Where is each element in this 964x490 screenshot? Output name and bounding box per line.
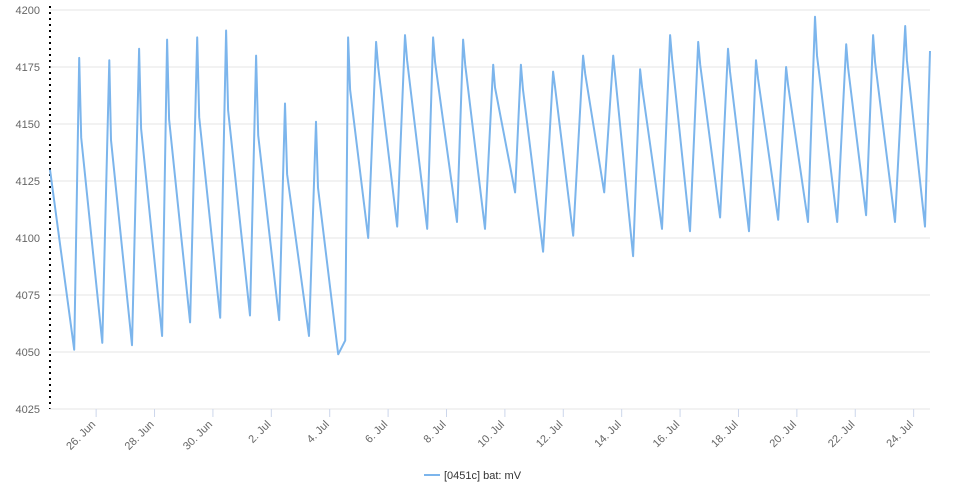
x-tick-label: 12. Jul bbox=[534, 419, 565, 450]
y-tick-label: 4075 bbox=[16, 290, 40, 302]
x-tick-label: 24. Jul bbox=[884, 419, 915, 450]
x-tick-label: 28. Jun bbox=[123, 419, 157, 453]
x-tick-label: 10. Jul bbox=[476, 419, 507, 450]
y-tick-label: 4200 bbox=[16, 5, 40, 17]
x-tick-label: 22. Jul bbox=[826, 419, 857, 450]
x-tick-label: 18. Jul bbox=[709, 419, 740, 450]
y-tick-label: 4175 bbox=[16, 62, 40, 74]
x-tick-label: 4. Jul bbox=[305, 419, 332, 446]
x-tick-label: 16. Jul bbox=[651, 419, 682, 450]
x-tick-label: 26. Jun bbox=[64, 419, 98, 453]
x-tick-label: 8. Jul bbox=[422, 419, 449, 446]
y-tick-label: 4025 bbox=[16, 404, 40, 416]
y-tick-label: 4050 bbox=[16, 347, 40, 359]
x-tick-label: 30. Jun bbox=[181, 419, 215, 453]
x-tick-label: 6. Jul bbox=[363, 419, 390, 446]
x-tick-label: 14. Jul bbox=[592, 419, 623, 450]
x-tick-label: 2. Jul bbox=[246, 419, 273, 446]
y-tick-label: 4100 bbox=[16, 233, 40, 245]
y-tick-label: 4125 bbox=[16, 176, 40, 188]
x-tick-label: 20. Jul bbox=[768, 419, 799, 450]
series-line bbox=[49, 15, 931, 356]
y-tick-label: 4150 bbox=[16, 119, 40, 131]
legend-label: [0451c] bat: mV bbox=[444, 470, 522, 482]
